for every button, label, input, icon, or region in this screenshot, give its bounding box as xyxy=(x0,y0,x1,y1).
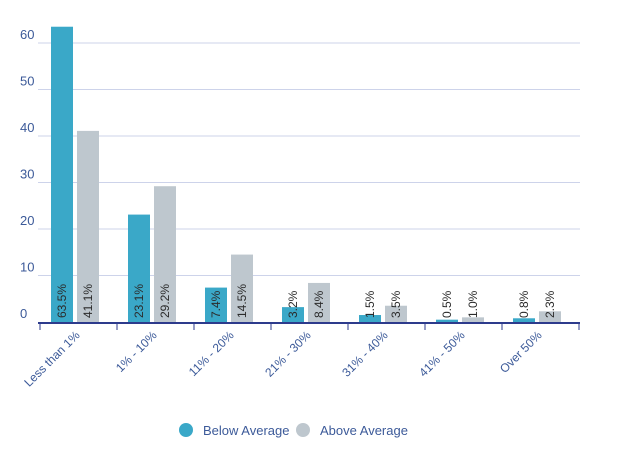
x-category-label: 21% - 30% xyxy=(262,328,314,380)
y-tick-label: 60 xyxy=(20,27,34,42)
data-label: 3.5% xyxy=(389,290,403,318)
bar-below-average xyxy=(436,319,458,322)
data-label: 29.2% xyxy=(158,284,172,318)
data-label: 1.5% xyxy=(363,290,377,318)
y-tick-label: 40 xyxy=(20,120,34,135)
bar-above-average xyxy=(77,130,99,322)
bar-below-average xyxy=(128,214,150,322)
y-axis-ticks: 0 10 20 30 40 50 60 xyxy=(20,27,34,321)
y-tick-label: 0 xyxy=(20,306,27,321)
bar-above-average xyxy=(539,311,561,322)
y-tick-label: 10 xyxy=(20,260,34,275)
data-label: 63.5% xyxy=(55,284,69,318)
y-tick-label: 30 xyxy=(20,167,34,182)
bar-above-average xyxy=(308,282,330,322)
bar-below-average xyxy=(359,315,381,322)
legend-swatch xyxy=(179,423,193,437)
bar-above-average xyxy=(462,317,484,322)
x-category-label: 1% - 10% xyxy=(113,328,160,375)
data-label: 14.5% xyxy=(235,284,249,318)
bars xyxy=(51,26,561,322)
legend: Below Average Above Average xyxy=(179,423,408,438)
data-label: 1.0% xyxy=(466,290,480,318)
bar-below-average xyxy=(205,287,227,322)
data-label: 0.8% xyxy=(517,290,531,318)
data-label: 2.3% xyxy=(543,290,557,318)
legend-label[interactable]: Above Average xyxy=(320,423,408,438)
bar-above-average xyxy=(154,186,176,322)
data-label: 0.5% xyxy=(440,290,454,318)
bar-above-average xyxy=(385,305,407,322)
data-label: 7.4% xyxy=(209,290,223,318)
data-label: 3.2% xyxy=(286,290,300,318)
x-category-label: Over 50% xyxy=(497,328,545,376)
legend-label[interactable]: Below Average xyxy=(203,423,290,438)
legend-swatch xyxy=(296,423,310,437)
x-category-label: Less than 1% xyxy=(21,328,83,390)
data-label: 8.4% xyxy=(312,290,326,318)
data-label: 41.1% xyxy=(81,284,95,318)
bar-below-average xyxy=(282,307,304,322)
gridlines xyxy=(38,42,580,276)
x-category-label: 11% - 20% xyxy=(186,328,237,379)
data-label: 23.1% xyxy=(132,284,146,318)
y-tick-label: 20 xyxy=(20,213,34,228)
y-tick-label: 50 xyxy=(20,74,34,89)
x-axis-ticks: Less than 1% 1% - 10% 11% - 20% 21% - 30% 31… xyxy=(21,323,580,390)
data-labels: 63.5% 23.1% 7.4% 3.2% 1.5% 0.5% 0.8% 41.1% 29.2%… xyxy=(55,284,557,318)
bar-above-average xyxy=(231,254,253,322)
bar-below-average xyxy=(513,318,535,322)
x-category-label: 31% - 40% xyxy=(339,328,391,380)
x-category-label: 41% - 50% xyxy=(416,328,468,380)
bar-below-average xyxy=(51,26,73,322)
